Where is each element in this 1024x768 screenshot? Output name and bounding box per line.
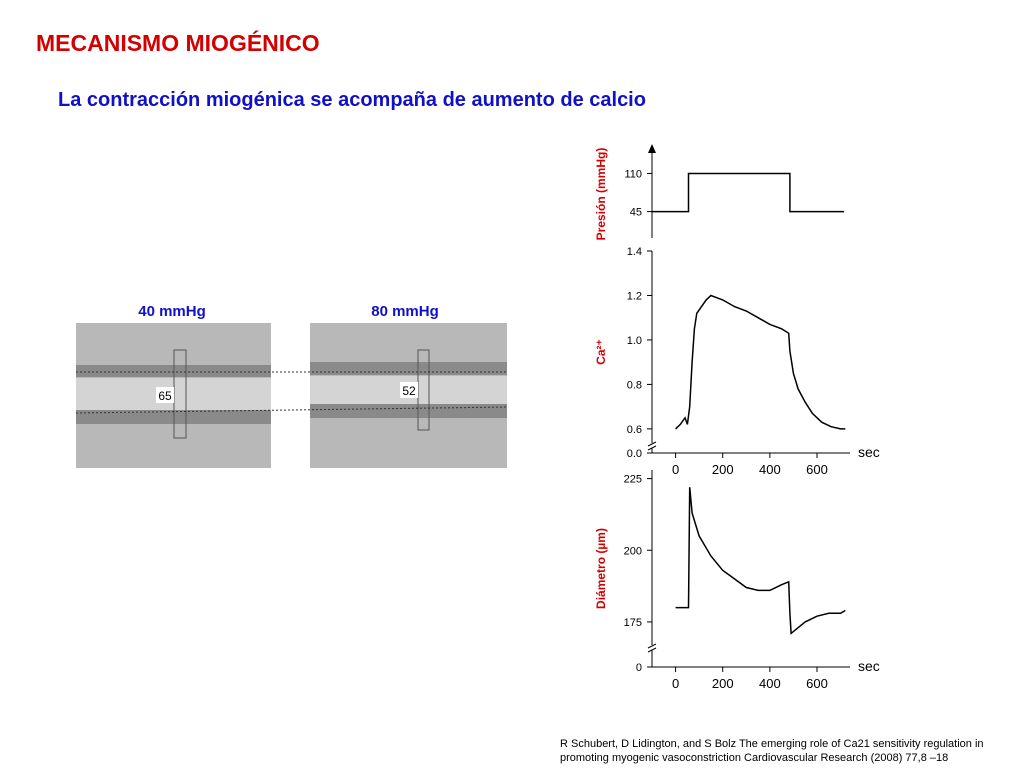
- x-tick-label: 200: [712, 462, 734, 477]
- citation: R Schubert, D Lidington, and S Bolz The …: [560, 738, 984, 764]
- data-line: [675, 294, 846, 430]
- axis-break: [647, 441, 657, 447]
- slide-subtitle: La contracción miogénica se acompaña de …: [58, 89, 646, 111]
- data-line: [652, 172, 845, 213]
- y-tick-label: 0.6: [627, 424, 642, 436]
- x-tick-label: 400: [759, 676, 781, 691]
- y-tick-label: 200: [624, 545, 642, 557]
- measure-label: 65: [158, 389, 172, 403]
- y-tick-label: 1.0: [627, 335, 642, 347]
- x-axis-label: sec: [858, 444, 880, 460]
- x-axis-label: sec: [858, 658, 880, 674]
- y-tick-label: 0.8: [627, 379, 642, 391]
- image-label: 40 mmHg: [138, 303, 206, 320]
- y-axis-label: Diámetro (µm): [594, 528, 608, 609]
- y-tick-label: 0.0: [627, 448, 642, 460]
- y-tick-label: 1.2: [627, 290, 642, 302]
- x-tick-label: 0: [672, 676, 679, 691]
- slide-title: MECANISMO MIOGÉNICO: [36, 30, 320, 56]
- axis-arrow: [648, 144, 656, 153]
- image-label: 80 mmHg: [371, 303, 439, 320]
- data-line: [675, 487, 846, 635]
- x-tick-label: 200: [712, 676, 734, 691]
- vessel-wall: [310, 404, 507, 418]
- y-axis-label: Presión (mmHg): [594, 148, 608, 241]
- x-tick-label: 0: [672, 462, 679, 477]
- label-box: [156, 387, 174, 403]
- measure-label: 52: [402, 384, 416, 398]
- y-tick-label: 225: [624, 474, 642, 486]
- y-tick-label: 110: [624, 168, 642, 180]
- axis-break: [647, 643, 657, 649]
- y-axis-label: Ca²⁺: [594, 339, 608, 365]
- vessel-wall: [310, 362, 507, 375]
- y-tick-label: 0: [636, 662, 642, 674]
- y-tick-label: 1.4: [627, 246, 642, 258]
- y-tick-label: 45: [630, 207, 642, 219]
- y-tick-label: 175: [624, 617, 642, 629]
- x-tick-label: 400: [759, 462, 781, 477]
- label-box: [400, 382, 418, 398]
- x-tick-label: 600: [806, 462, 828, 477]
- x-tick-label: 600: [806, 676, 828, 691]
